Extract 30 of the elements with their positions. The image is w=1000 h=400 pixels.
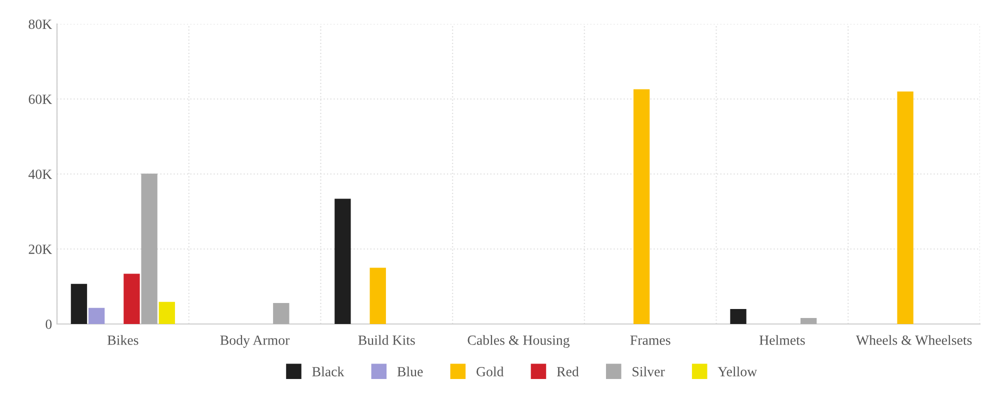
bar xyxy=(158,302,175,324)
bar xyxy=(88,308,105,324)
bar xyxy=(370,268,386,324)
x-tick-label: Bikes xyxy=(108,335,138,345)
y-tick-label: 20K xyxy=(28,244,52,254)
legend-label: Yellow xyxy=(718,366,758,376)
x-tick-label: Cables & Housing xyxy=(468,335,570,348)
bar xyxy=(124,274,140,324)
x-tick-label: Build Kits xyxy=(358,335,415,345)
y-tick-label: 60K xyxy=(28,94,52,104)
bar xyxy=(730,309,746,324)
x-tick-label: Wheels & Wheelsets xyxy=(856,335,972,345)
legend-label: Red xyxy=(556,366,579,376)
bar xyxy=(273,303,290,324)
legend-label: Black xyxy=(312,366,344,376)
bar xyxy=(334,198,351,324)
bar xyxy=(800,318,817,324)
bar xyxy=(70,284,88,324)
y-tick-label: 40K xyxy=(28,170,52,179)
bar xyxy=(141,174,158,324)
legend-label: Silver xyxy=(632,366,665,376)
x-tick-label: Frames xyxy=(630,336,670,345)
bar xyxy=(633,89,650,324)
x-tick-label: Body Armor xyxy=(220,335,290,348)
y-tick-label: 0 xyxy=(46,320,52,329)
x-tick-label: Helmets xyxy=(759,335,805,345)
y-tick-label: 80K xyxy=(28,20,52,29)
legend-label: Gold xyxy=(476,366,504,376)
bar xyxy=(897,92,914,324)
legend-label: Blue xyxy=(397,366,423,376)
